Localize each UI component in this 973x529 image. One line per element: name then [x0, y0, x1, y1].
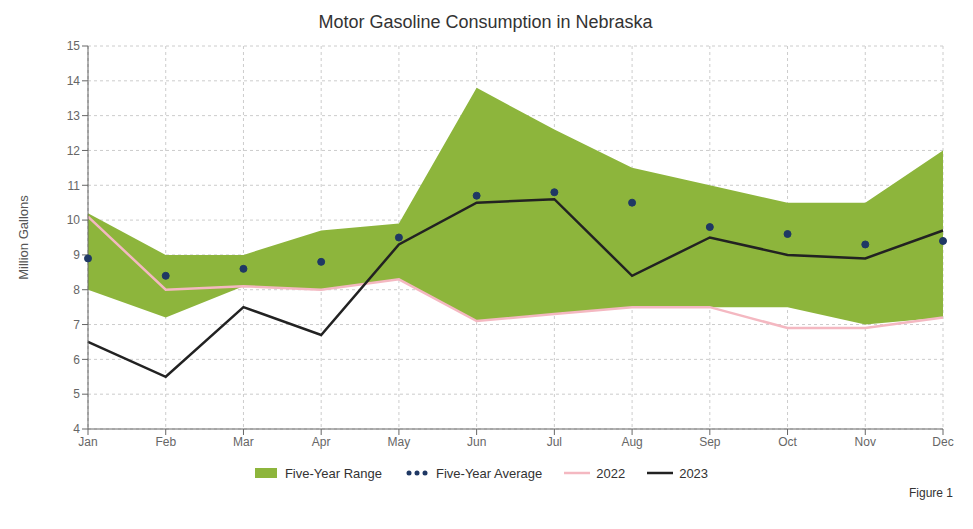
svg-text:Jan: Jan: [78, 435, 97, 449]
svg-text:Aug: Aug: [621, 435, 642, 449]
html-text:Figure 1: Figure 1: [909, 486, 953, 500]
svg-text:5: 5: [73, 387, 80, 401]
html-text:Motor Gasoline Consumption in: Motor Gasoline Consumption in Nebraska: [318, 12, 653, 32]
svg-text:Jun: Jun: [467, 435, 486, 449]
svg-text:Apr: Apr: [312, 435, 331, 449]
svg-text:Nov: Nov: [855, 435, 876, 449]
html-text:2022: 2022: [596, 465, 626, 481]
svg-text:8: 8: [73, 283, 80, 297]
svg-text:11: 11: [68, 179, 81, 193]
html-text:2023: 2023: [679, 465, 709, 481]
svg-text:Dec: Dec: [932, 435, 953, 449]
svg-text:Sep: Sep: [699, 435, 721, 449]
svg-text:9: 9: [73, 248, 80, 262]
svg-text:10: 10: [67, 213, 81, 227]
svg-text:Jul: Jul: [547, 435, 562, 449]
svg-text:Million Gallons: Million Gallons: [16, 195, 31, 280]
svg-text:7: 7: [73, 318, 80, 332]
svg-text:Mar: Mar: [233, 435, 254, 449]
svg-text:12: 12: [67, 144, 81, 158]
svg-text:Oct: Oct: [778, 435, 797, 449]
svg-text:4: 4: [73, 422, 80, 436]
svg-text:13: 13: [67, 109, 81, 123]
svg-text:Feb: Feb: [155, 435, 176, 449]
svg-text:6: 6: [73, 353, 80, 367]
svg-text:14: 14: [67, 74, 81, 88]
svg-text:May: May: [388, 435, 411, 449]
html-text:Five-Year Average: Five-Year Average: [436, 465, 543, 481]
svg-text:15: 15: [67, 39, 81, 53]
html-text:Five-Year Range: Five-Year Range: [284, 465, 382, 481]
